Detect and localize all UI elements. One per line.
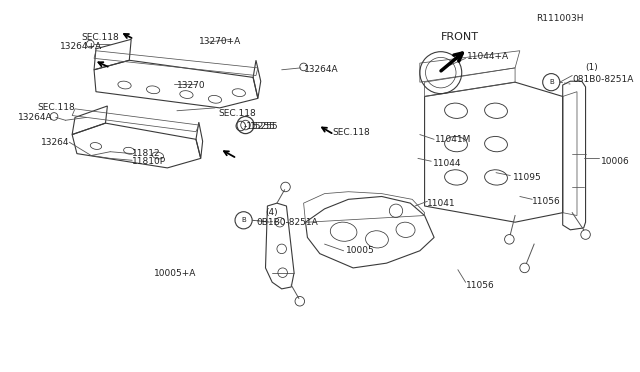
Text: SEC.118: SEC.118 <box>218 109 255 118</box>
Text: 0B1B0-8251A: 0B1B0-8251A <box>256 218 317 227</box>
Text: 11056: 11056 <box>465 280 494 289</box>
Text: B: B <box>549 79 554 85</box>
Text: 11044: 11044 <box>433 158 461 168</box>
Text: 11056: 11056 <box>532 197 561 206</box>
Text: R111003H: R111003H <box>536 14 584 23</box>
Text: -15255: -15255 <box>244 122 275 131</box>
Text: SEC.118: SEC.118 <box>37 103 75 112</box>
Text: SEC.118: SEC.118 <box>332 128 370 137</box>
Text: 13264A: 13264A <box>303 65 338 74</box>
Text: (4): (4) <box>266 208 278 217</box>
Text: 11044+A: 11044+A <box>467 52 509 61</box>
Text: 10005: 10005 <box>346 246 374 255</box>
Text: FRONT: FRONT <box>441 32 479 42</box>
Text: 11812: 11812 <box>132 149 161 158</box>
Text: 13264: 13264 <box>41 138 69 147</box>
Text: B: B <box>241 217 246 223</box>
Text: 11810P: 11810P <box>132 157 166 166</box>
Text: 13270+A: 13270+A <box>199 37 241 46</box>
Text: 15255: 15255 <box>250 122 279 131</box>
Text: 11041: 11041 <box>428 199 456 208</box>
Text: 11095: 11095 <box>513 173 542 182</box>
Text: 081B0-8251A: 081B0-8251A <box>572 75 634 84</box>
Text: (1): (1) <box>586 63 598 73</box>
Text: 10005+A: 10005+A <box>154 269 196 278</box>
Text: 10006: 10006 <box>601 157 630 166</box>
Text: SEC.118: SEC.118 <box>82 33 120 42</box>
Text: 13270: 13270 <box>177 80 205 90</box>
Text: 13264+A: 13264+A <box>60 42 102 51</box>
Text: 13264A: 13264A <box>18 113 52 122</box>
Text: 11041M: 11041M <box>435 135 472 144</box>
